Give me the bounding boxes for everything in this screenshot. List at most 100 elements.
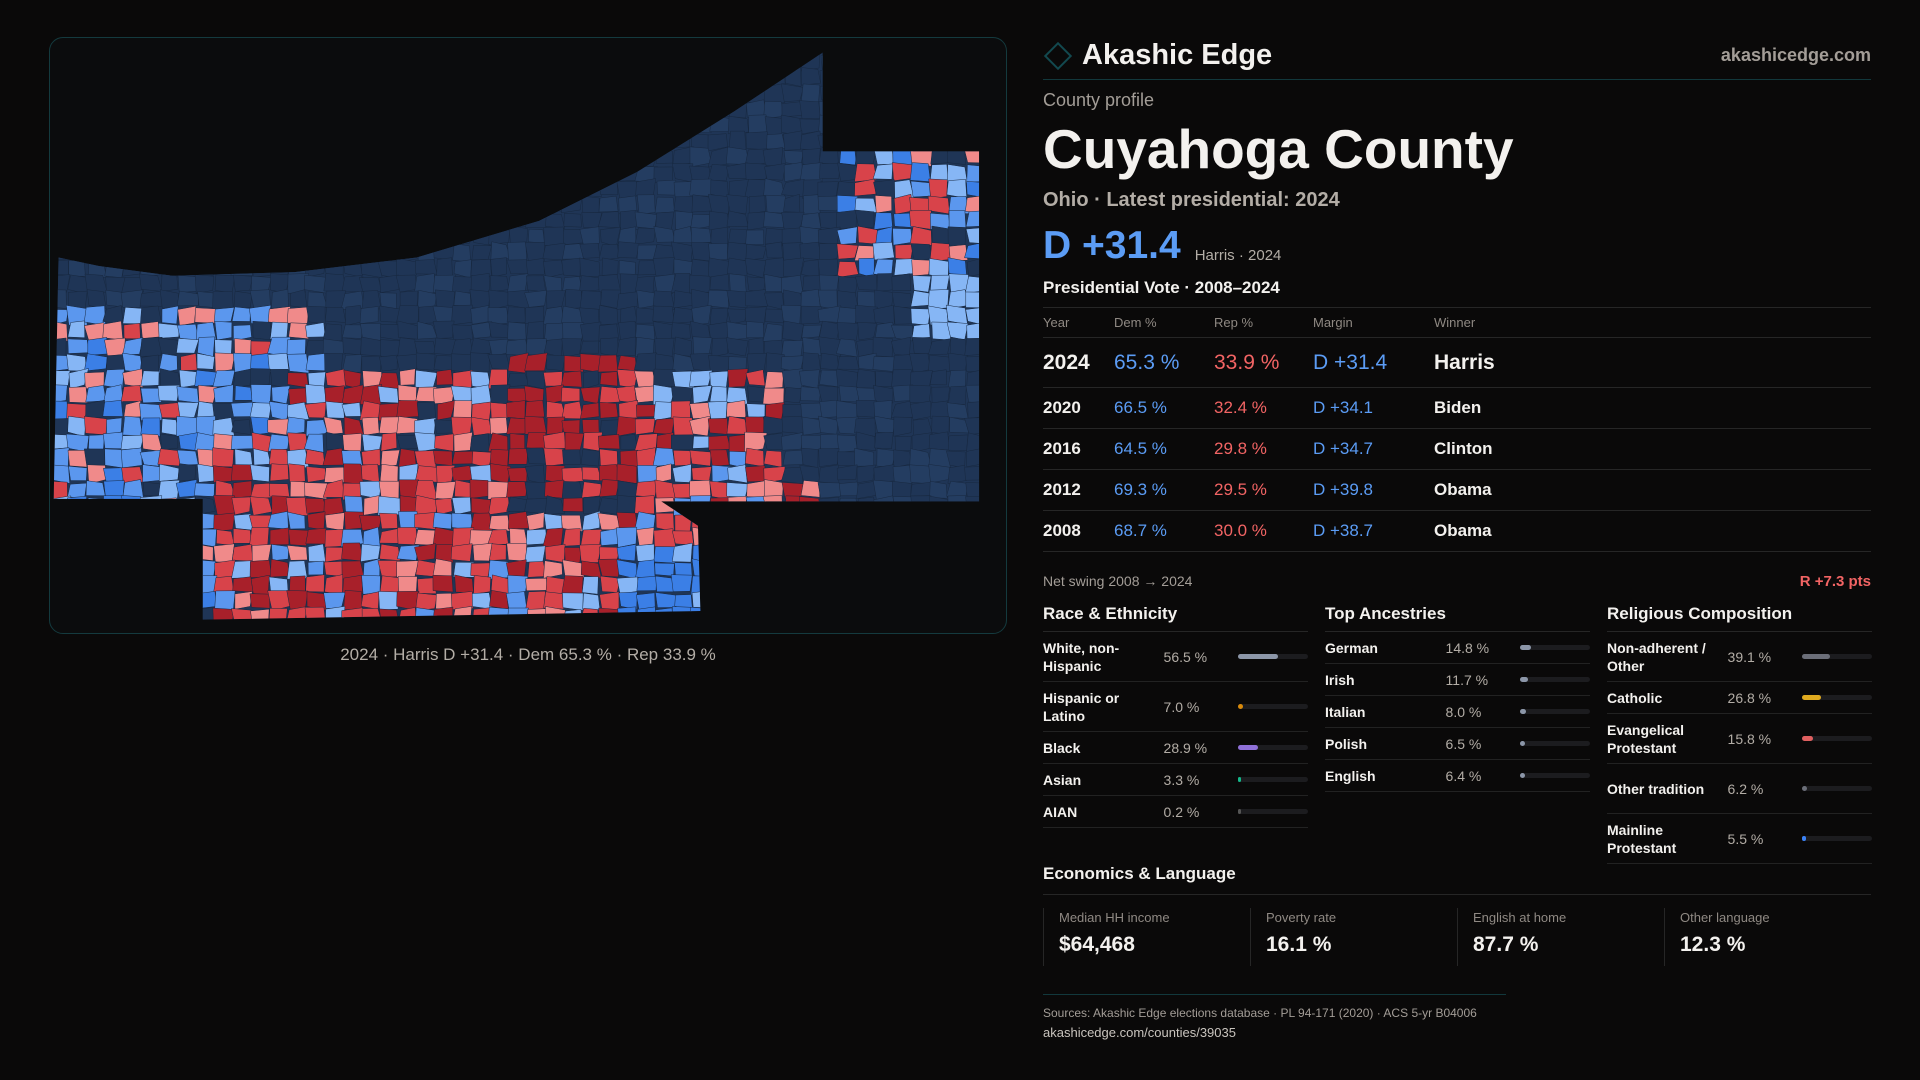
precinct[interactable] xyxy=(379,242,399,262)
precinct[interactable] xyxy=(524,83,547,103)
precinct[interactable] xyxy=(800,434,823,451)
precinct[interactable] xyxy=(526,512,545,531)
precinct[interactable] xyxy=(397,99,418,120)
precinct[interactable] xyxy=(744,52,767,71)
precinct[interactable] xyxy=(304,101,327,120)
precinct[interactable] xyxy=(928,558,949,580)
precinct[interactable] xyxy=(927,544,949,563)
precinct[interactable] xyxy=(561,575,584,595)
precinct[interactable] xyxy=(634,370,657,388)
precinct[interactable] xyxy=(579,114,602,134)
precinct[interactable] xyxy=(158,322,180,339)
precinct[interactable] xyxy=(324,38,342,56)
precinct[interactable] xyxy=(50,244,71,260)
precinct[interactable] xyxy=(396,353,420,373)
precinct[interactable] xyxy=(582,431,603,452)
precinct[interactable] xyxy=(120,289,143,309)
precinct[interactable] xyxy=(86,543,108,561)
precinct[interactable] xyxy=(946,511,970,532)
precinct[interactable] xyxy=(490,384,511,405)
precinct[interactable] xyxy=(231,149,253,165)
precinct[interactable] xyxy=(708,98,731,117)
precinct[interactable] xyxy=(158,527,181,548)
precinct[interactable] xyxy=(616,385,637,404)
precinct[interactable] xyxy=(854,53,874,71)
precinct[interactable] xyxy=(618,118,639,135)
precinct[interactable] xyxy=(50,561,67,579)
precinct[interactable] xyxy=(671,133,690,149)
precinct[interactable] xyxy=(398,210,419,230)
precinct[interactable] xyxy=(267,353,290,373)
precinct[interactable] xyxy=(707,194,730,215)
precinct[interactable] xyxy=(469,433,490,453)
precinct[interactable] xyxy=(271,212,291,230)
precinct[interactable] xyxy=(620,434,638,450)
precinct[interactable] xyxy=(947,464,968,484)
precinct[interactable] xyxy=(305,419,328,437)
precinct[interactable] xyxy=(176,545,195,562)
precinct[interactable] xyxy=(526,275,547,293)
precinct[interactable] xyxy=(636,527,655,547)
precinct[interactable] xyxy=(745,465,767,483)
precinct[interactable] xyxy=(271,116,289,136)
precinct[interactable] xyxy=(233,368,253,388)
precinct[interactable] xyxy=(65,578,88,595)
precinct[interactable] xyxy=(66,165,87,182)
precinct[interactable] xyxy=(380,324,401,341)
precinct[interactable] xyxy=(671,115,694,136)
precinct[interactable] xyxy=(726,337,749,357)
precinct[interactable] xyxy=(949,574,970,593)
precinct[interactable] xyxy=(469,337,491,355)
precinct[interactable] xyxy=(361,575,381,595)
precinct[interactable] xyxy=(765,543,785,562)
precinct[interactable] xyxy=(927,84,949,104)
precinct[interactable] xyxy=(891,526,914,546)
precinct[interactable] xyxy=(910,290,931,307)
precinct[interactable] xyxy=(123,165,144,182)
precinct[interactable] xyxy=(579,307,600,325)
precinct[interactable] xyxy=(966,369,985,390)
precinct[interactable] xyxy=(85,244,104,260)
precinct[interactable] xyxy=(766,133,786,150)
precinct[interactable] xyxy=(452,130,473,151)
precinct[interactable] xyxy=(670,574,693,592)
precinct[interactable] xyxy=(636,447,656,467)
precinct[interactable] xyxy=(818,114,841,135)
precinct[interactable] xyxy=(505,591,528,611)
precinct[interactable] xyxy=(102,38,126,54)
precinct[interactable] xyxy=(928,354,951,373)
precinct[interactable] xyxy=(212,210,234,230)
precinct[interactable] xyxy=(782,527,802,548)
precinct[interactable] xyxy=(744,84,768,104)
precinct[interactable] xyxy=(50,68,68,85)
precinct[interactable] xyxy=(597,434,620,450)
precinct[interactable] xyxy=(763,511,785,532)
precinct[interactable] xyxy=(214,274,236,294)
precinct[interactable] xyxy=(892,513,915,532)
precinct[interactable] xyxy=(416,401,436,420)
precinct[interactable] xyxy=(909,99,933,119)
precinct[interactable] xyxy=(966,257,985,277)
precinct[interactable] xyxy=(86,497,108,516)
precinct[interactable] xyxy=(837,497,859,514)
precinct[interactable] xyxy=(872,133,896,150)
precinct[interactable] xyxy=(909,85,931,102)
precinct[interactable] xyxy=(783,387,803,404)
precinct[interactable] xyxy=(967,68,987,88)
precinct[interactable] xyxy=(415,369,438,388)
precinct[interactable] xyxy=(139,495,163,515)
precinct[interactable] xyxy=(435,162,453,182)
precinct[interactable] xyxy=(580,180,602,198)
precinct[interactable] xyxy=(452,369,473,389)
precinct[interactable] xyxy=(231,162,251,184)
precinct[interactable] xyxy=(708,54,731,71)
precinct[interactable] xyxy=(545,213,566,229)
precinct[interactable] xyxy=(911,323,931,339)
precinct[interactable] xyxy=(690,227,712,244)
precinct[interactable] xyxy=(361,196,381,214)
precinct[interactable] xyxy=(836,243,859,260)
precinct[interactable] xyxy=(286,545,308,561)
precinct[interactable] xyxy=(84,353,108,372)
precinct[interactable] xyxy=(836,209,857,230)
precinct[interactable] xyxy=(635,134,657,150)
